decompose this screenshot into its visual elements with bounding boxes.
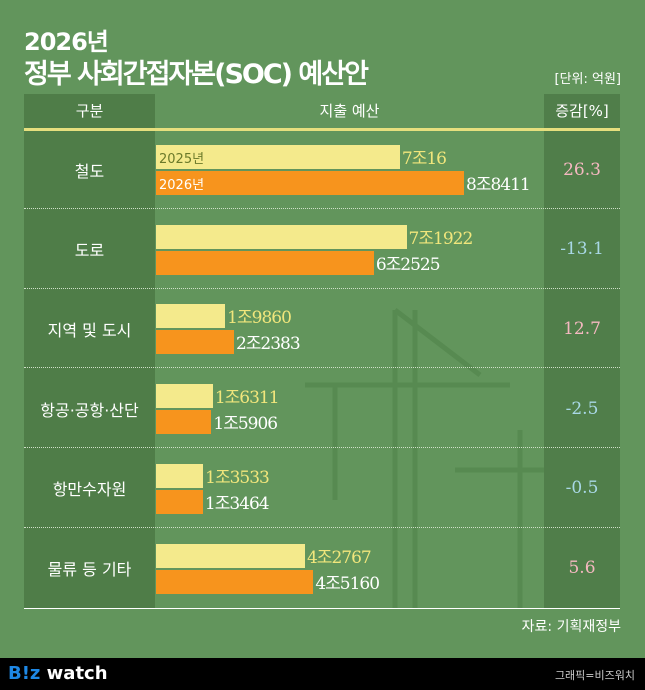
bar-2026 — [156, 250, 374, 275]
title-year: 2026년 — [24, 28, 109, 56]
bar-2025 — [156, 384, 213, 409]
row-divider — [24, 526, 620, 528]
category-label: 항만수자원 — [52, 480, 127, 500]
category-label: 지역 및 도시 — [47, 320, 132, 340]
bar-2026 — [156, 330, 234, 355]
bizwatch-logo: B!z watch — [8, 663, 108, 684]
category-label: 도로 — [74, 241, 105, 261]
graphic-credit: 그래픽=비즈워치 — [554, 669, 635, 682]
change-value: 12.7 — [563, 318, 601, 339]
table-row: 도로 7조1922 6조2525 -13.1 — [24, 210, 620, 289]
change-value: -0.5 — [565, 478, 599, 499]
value-label: 7조1922 — [408, 228, 474, 249]
change-value: -2.5 — [565, 398, 599, 419]
change-value: 5.6 — [568, 558, 596, 578]
value-label: 1조6311 — [214, 388, 280, 409]
category-label: 물류 등 기타 — [47, 560, 132, 579]
bottom-divider — [24, 608, 620, 609]
bar-2026: 2026년 — [156, 171, 464, 195]
change-value: 26.3 — [563, 159, 601, 180]
value-label: 1조3464 — [204, 493, 270, 514]
value-label: 7조16 — [401, 149, 447, 169]
header-change: 증감[%] — [555, 102, 609, 120]
value-label: 2조2383 — [235, 334, 301, 355]
header-budget: 지출 예산 — [319, 102, 380, 120]
value-label: 8조8411 — [466, 175, 531, 195]
chart-title: 정부 사회간접자본(SOC) 예산안 — [24, 59, 369, 90]
bar-2026 — [156, 410, 212, 435]
category-column-bg — [24, 94, 155, 608]
header-divider — [24, 128, 620, 131]
bar-2025: 2025년 — [156, 145, 400, 169]
row-divider — [24, 367, 620, 369]
value-label: 4조2767 — [306, 547, 372, 568]
table-row: 철도 2025년 7조16 2026년 8조8411 26.3 — [24, 130, 620, 209]
bar-2026 — [156, 489, 203, 514]
legend-label: 2026년 — [159, 178, 205, 193]
value-label: 1조9860 — [227, 308, 292, 329]
value-label: 1조3533 — [205, 467, 270, 488]
bar-2025 — [156, 304, 226, 329]
unit-label: [단위: 억원] — [554, 72, 622, 87]
source-note: 자료: 기획재정부 — [521, 619, 621, 635]
footer-bar: B!z watch 그래픽=비즈워치 — [0, 658, 645, 690]
bar-2025 — [156, 463, 204, 488]
logo-biz: B!z — [8, 663, 41, 684]
bar-2025 — [156, 543, 305, 568]
table-row: 지역 및 도시 1조9860 2조2383 12.7 — [24, 289, 620, 369]
value-label: 1조5906 — [213, 414, 278, 435]
table-row: 항공·공항·산단 1조6311 1조5906 -2.5 — [24, 369, 620, 449]
table-row: 물류 등 기타 4조2767 4조5160 5.6 — [24, 529, 620, 608]
bar-2025 — [156, 224, 407, 249]
bar-2026 — [156, 569, 314, 594]
change-column-bg — [544, 94, 620, 608]
row-divider — [24, 287, 620, 289]
table-row: 항만수자원 1조3533 1조3464 -0.5 — [24, 449, 620, 528]
row-divider — [24, 208, 620, 209]
change-value: -13.1 — [560, 239, 604, 260]
value-label: 6조2525 — [375, 254, 441, 275]
category-label: 항공·공항·산단 — [40, 400, 139, 420]
row-divider — [24, 447, 620, 449]
legend-label: 2025년 — [159, 152, 205, 167]
value-label: 4조5160 — [315, 573, 380, 594]
header-category: 구분 — [75, 102, 104, 120]
logo-watch: watch — [40, 663, 108, 684]
category-label: 철도 — [74, 161, 105, 181]
